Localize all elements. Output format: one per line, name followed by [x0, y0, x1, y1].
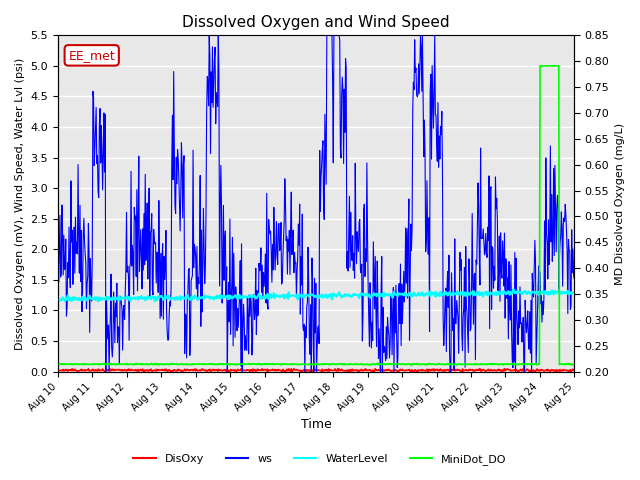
Text: EE_met: EE_met [68, 49, 115, 62]
Y-axis label: Dissolved Oxygen (mV), Wind Speed, Water Lvl (psi): Dissolved Oxygen (mV), Wind Speed, Water… [15, 57, 25, 349]
Y-axis label: MD Dissolved Oxygen (mg/L): MD Dissolved Oxygen (mg/L) [615, 122, 625, 285]
Title: Dissolved Oxygen and Wind Speed: Dissolved Oxygen and Wind Speed [182, 15, 450, 30]
X-axis label: Time: Time [301, 419, 332, 432]
Legend: DisOxy, ws, WaterLevel, MiniDot_DO: DisOxy, ws, WaterLevel, MiniDot_DO [129, 450, 511, 469]
